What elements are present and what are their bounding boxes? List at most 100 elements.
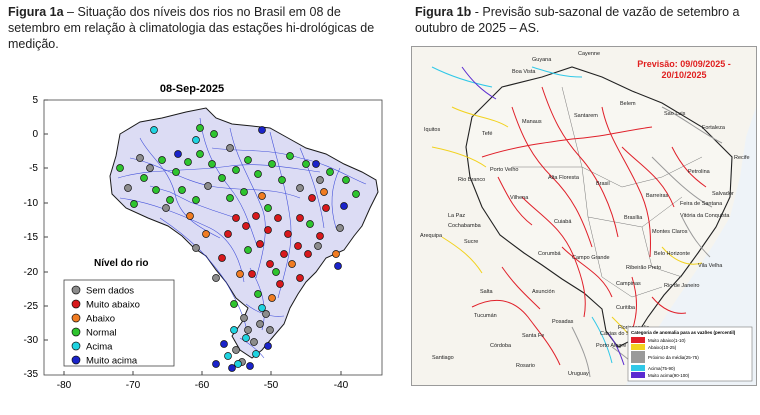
river-level-map: 08-Sep-2025 [24, 83, 383, 391]
forecast-label-line2: 20/10/2025 [661, 70, 706, 80]
place-label: Porto Velho [490, 167, 518, 173]
place-labels: Cayenne Guyana Boa Vista Belem Fortaleza… [420, 51, 750, 377]
place-label: Tucumán [474, 313, 497, 319]
place-label: Barreiras [646, 193, 669, 199]
place-label: Brasil [596, 181, 610, 187]
figure-1b-caption: Figura 1b - Previsão sub-sazonal de vazã… [415, 4, 755, 36]
place-label: Uruguay [568, 371, 589, 377]
place-label: Arequipa [420, 233, 443, 239]
legend-label-muito-acima: Muito acima [86, 356, 138, 367]
x-axis: -80 -70 -60 -50 -40 [57, 371, 349, 391]
place-label: Feira de Santana [680, 201, 723, 207]
place-label: Brasília [624, 215, 643, 221]
legend-swatch-abaixo [631, 344, 645, 350]
place-label: Vitória da Conquista [680, 213, 730, 219]
place-label: Caxias do Sul [600, 331, 634, 337]
legend-box [627, 326, 753, 382]
y-tick-label: -5 [29, 163, 38, 174]
place-label: Santarem [574, 113, 598, 119]
y-tick-label: -10 [24, 198, 39, 209]
legend-label-acima: Acima(75-90) [648, 366, 676, 371]
legend-marker-muito-acima [71, 355, 81, 365]
y-tick-label: -25 [24, 301, 39, 312]
caption-text: - Previsão sub-sazonal de vazão de setem… [415, 5, 740, 35]
legend-title: Categoria de anomalia para as vazões (pe… [631, 330, 736, 335]
place-label: Campinas [616, 281, 641, 287]
place-label: Iquitos [424, 127, 440, 133]
place-label: Boa Vista [512, 69, 536, 75]
legend-label-sem-dados: Sem dados [86, 286, 134, 297]
map-title: 08-Sep-2025 [160, 83, 224, 95]
place-label: Vila Velha [698, 263, 723, 269]
place-label: Salta [480, 289, 493, 295]
y-tick-label: 0 [32, 129, 38, 140]
place-label: Cochabamba [448, 223, 482, 229]
place-label: Belo Horizonte [654, 251, 690, 257]
figure-1a-caption: Figura 1a – Situação dos níveis dos rios… [8, 4, 380, 52]
legend-swatch-muito-acima [631, 372, 645, 378]
y-tick-label: 5 [32, 95, 38, 106]
place-label: Fortaleza [702, 125, 726, 131]
place-label: Cuiabá [554, 219, 572, 225]
place-label: Rosario [516, 363, 535, 369]
place-label: Vilhena [510, 195, 529, 201]
legend-marker-abaixo [71, 313, 81, 323]
figure-1b: Cayenne Guyana Boa Vista Belem Fortaleza… [411, 46, 757, 386]
place-label: Recife [734, 155, 750, 161]
place-label: Santa Fe [522, 333, 544, 339]
x-tick-label: -40 [334, 380, 349, 391]
place-label: Guyana [532, 57, 552, 63]
caption-text: – Situação dos níveis dos rios no Brasil… [8, 5, 375, 51]
y-axis: 5 0 -5 -10 -15 -20 -25 -30 -35 [24, 95, 48, 380]
place-label: Ribeirão Preto [626, 265, 661, 271]
legend-label-proximo: Próximo da média(25-75) [648, 355, 699, 360]
place-label: Cayenne [578, 51, 600, 57]
figure-1a: 08-Sep-2025 [0, 68, 400, 410]
y-tick-label: -20 [24, 267, 39, 278]
forecast-label-line1: Previsão: 09/09/2025 - [637, 59, 731, 69]
legend-label-muito-abaixo: Muito abaixo(1-10) [648, 338, 686, 343]
place-label: Rio Branco [458, 177, 485, 183]
caption-label: Figura 1b [415, 5, 472, 19]
station-markers [116, 124, 360, 372]
place-label: Belem [620, 101, 636, 107]
place-label: Corumbá [538, 251, 562, 257]
x-tick-label: -60 [195, 380, 210, 391]
legend-figure-1b: Categoria de anomalia para as vazões (pe… [627, 326, 753, 382]
place-label: Campo Grande [572, 255, 610, 261]
legend-label-normal: Normal [86, 328, 117, 339]
place-label: Alta Floresta [548, 175, 580, 181]
caption-label: Figura 1a [8, 5, 64, 19]
place-label: Sao Luis [664, 111, 686, 117]
place-label: Asunción [532, 289, 555, 295]
place-label: Sucre [464, 239, 478, 245]
x-tick-label: -70 [126, 380, 141, 391]
place-label: Manaus [522, 119, 542, 125]
streamflow-forecast-map: Cayenne Guyana Boa Vista Belem Fortaleza… [412, 47, 756, 385]
y-tick-label: -30 [24, 335, 39, 346]
legend-swatch-muito-abaixo [631, 337, 645, 343]
place-label: Curitiba [616, 305, 636, 311]
legend-marker-muito-abaixo [71, 299, 81, 309]
legend-swatch-proximo [631, 351, 645, 363]
legend-label-abaixo: Abaixo [86, 314, 115, 325]
legend-label-muito-acima: Muito acima(90-100) [648, 373, 690, 378]
place-label: Posadas [552, 319, 574, 325]
legend-box [63, 279, 175, 367]
place-label: Porto Alegre [596, 343, 626, 349]
forecast-period: Previsão: 09/09/2025 - 20/10/2025 [637, 59, 731, 80]
place-label: Santiago [432, 355, 454, 361]
legend-marker-sem-dados [71, 285, 81, 295]
x-tick-label: -50 [264, 380, 279, 391]
place-label: Tefé [482, 131, 492, 137]
legend-figure-1a: Nível do rio Sem dados Muito abaixo Abai… [63, 258, 175, 367]
y-tick-label: -35 [24, 369, 39, 380]
place-label: Montes Claros [652, 229, 688, 235]
legend-label-acima: Acima [86, 342, 113, 353]
legend-marker-acima [71, 341, 81, 351]
legend-label-muito-abaixo: Muito abaixo [86, 300, 140, 311]
place-label: Salvador [712, 191, 734, 197]
x-tick-label: -80 [57, 380, 72, 391]
place-label: Rio de Janeiro [664, 283, 699, 289]
place-label: Córdoba [490, 343, 512, 349]
